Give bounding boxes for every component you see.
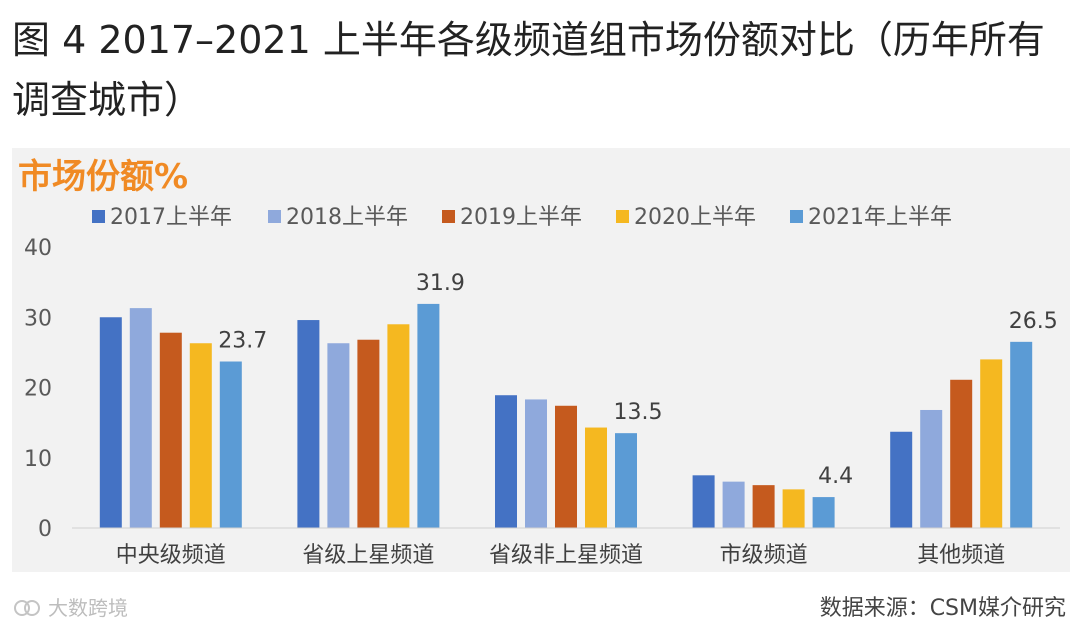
chart-panel: 市场份额% 2017上半年 2018上半年 2019上半年 2020上半年 2021年上… [12, 148, 1070, 572]
bar-5-4 [980, 359, 1003, 528]
bar-1-5 [219, 361, 242, 528]
x-tick-label: 市级频道 [720, 543, 808, 568]
bar-2-3 [357, 339, 380, 528]
legend-swatch-2 [442, 210, 455, 223]
y-axis: 0 10 20 30 40 [24, 236, 52, 542]
bar-4-5 [812, 497, 835, 528]
data-label: 23.7 [218, 329, 267, 354]
legend-swatch-3 [616, 210, 629, 223]
bar-3-3 [555, 405, 577, 528]
bar-3-2 [525, 399, 547, 528]
bar-3-4 [585, 427, 607, 528]
bar-4-2 [722, 481, 745, 528]
data-label: 26.5 [1009, 309, 1058, 334]
data-label: 13.5 [614, 400, 663, 425]
data-label: 4.4 [818, 464, 853, 489]
legend-swatch-0 [92, 210, 105, 223]
bar-1-1 [99, 317, 122, 528]
legend: 2017上半年 2018上半年 2019上半年 2020上半年 2021年上半年 [92, 205, 952, 230]
x-axis: 中央级频道 省级上星频道 省级非上星频道 市级频道 其他频道 [72, 527, 1060, 568]
x-tick-label: 省级非上星频道 [489, 543, 643, 568]
bar-2-2 [327, 343, 350, 528]
legend-label-4: 2021年上半年 [808, 205, 952, 230]
bar-1-4 [189, 343, 212, 528]
x-tick-label: 其他频道 [917, 543, 1005, 568]
bar-4-4 [782, 489, 805, 528]
bar-5-1 [890, 431, 913, 528]
watermark-logo-icon [14, 597, 42, 617]
bar-5-5 [1010, 341, 1033, 528]
x-tick-label: 省级上星频道 [302, 543, 434, 568]
legend-label-3: 2020上半年 [634, 205, 756, 230]
bar-1-3 [159, 332, 182, 528]
legend-swatch-1 [268, 210, 281, 223]
y-tick-label: 40 [24, 236, 52, 261]
y-tick-label: 10 [24, 447, 52, 472]
legend-label-1: 2018上半年 [286, 205, 408, 230]
source-note: 数据来源：CSM媒介研究 [819, 596, 1066, 621]
bar-1-2 [129, 308, 152, 528]
bar-4-3 [752, 485, 775, 528]
bar-5-3 [950, 379, 973, 528]
bar-3-1 [495, 395, 517, 528]
data-label: 31.9 [416, 271, 465, 296]
x-tick-label: 中央级频道 [116, 543, 226, 568]
y-tick-label: 30 [24, 306, 52, 331]
y-tick-label: 0 [38, 517, 52, 542]
watermark-text: 大数跨境 [48, 596, 128, 620]
bar-5-2 [920, 409, 943, 528]
page-title: 图 4 2017–2021 上半年各级频道组市场份额对比（历年所有调查城市） [12, 18, 1045, 122]
legend-swatch-4 [790, 210, 803, 223]
bar-2-1 [297, 320, 320, 528]
bar-2-4 [387, 324, 410, 528]
legend-label-0: 2017上半年 [110, 205, 232, 230]
bars: 23.7 31.9 13.5 4.4 26.5 [99, 271, 1058, 528]
bar-2-5 [417, 303, 440, 528]
bar-4-1 [692, 475, 715, 528]
watermark: 大数跨境 [14, 592, 128, 621]
y-tick-label: 20 [24, 377, 52, 402]
y-axis-label: 市场份额% [18, 157, 188, 197]
bar-3-5 [615, 433, 637, 528]
bar-chart: 市场份额% 2017上半年 2018上半年 2019上半年 2020上半年 2021年上… [18, 157, 1060, 568]
legend-label-2: 2019上半年 [460, 205, 582, 230]
